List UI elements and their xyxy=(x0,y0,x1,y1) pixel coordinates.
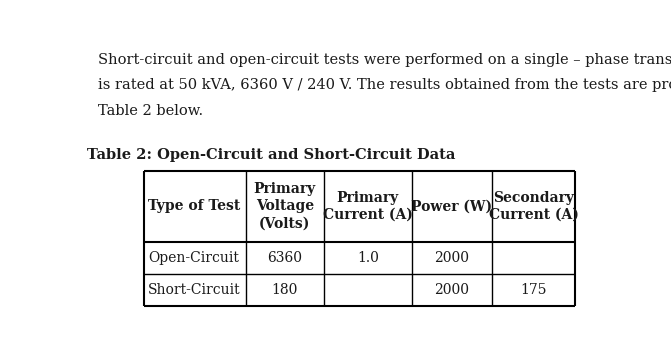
Text: 6360: 6360 xyxy=(267,251,302,265)
Text: Short-Circuit: Short-Circuit xyxy=(148,283,240,297)
Text: 1.0: 1.0 xyxy=(357,251,378,265)
Text: Table 2: Open-Circuit and Short-Circuit Data: Table 2: Open-Circuit and Short-Circuit … xyxy=(87,148,455,162)
Text: Secondary: Secondary xyxy=(493,191,574,205)
Text: Table 2 below.: Table 2 below. xyxy=(99,104,203,118)
Text: Voltage: Voltage xyxy=(256,199,314,213)
Text: Open-Circuit: Open-Circuit xyxy=(148,251,239,265)
Text: 175: 175 xyxy=(521,283,547,297)
Text: (Volts): (Volts) xyxy=(259,217,311,231)
Text: 2000: 2000 xyxy=(435,251,470,265)
Text: Current (A): Current (A) xyxy=(489,208,578,222)
Text: Primary: Primary xyxy=(254,182,316,196)
Text: Primary: Primary xyxy=(337,191,399,205)
Text: 180: 180 xyxy=(272,283,298,297)
Text: is rated at 50 kVA, 6360 V / 240 V. The results obtained from the tests are prov: is rated at 50 kVA, 6360 V / 240 V. The … xyxy=(99,78,671,93)
Text: Current (A): Current (A) xyxy=(323,208,413,222)
Text: Short-circuit and open-circuit tests were performed on a single – phase transfor: Short-circuit and open-circuit tests wer… xyxy=(99,53,671,68)
Text: 2000: 2000 xyxy=(435,283,470,297)
Text: Power (W): Power (W) xyxy=(411,199,493,213)
Text: Type of Test: Type of Test xyxy=(148,199,240,213)
